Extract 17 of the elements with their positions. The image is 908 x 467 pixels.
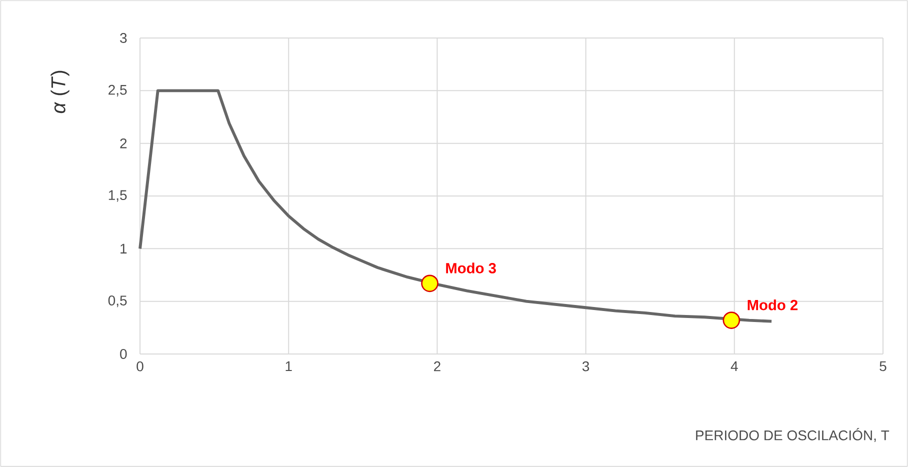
y-tick-label: 2 <box>120 138 127 148</box>
y-axis-title: α (T) <box>50 70 70 114</box>
x-tick-label: 2 <box>434 361 440 372</box>
y-tick-label: 0,5 <box>108 296 127 308</box>
annotation: Modo 3 <box>446 262 496 274</box>
x-tick-label: 1 <box>286 361 292 371</box>
x-tick-label: 3 <box>582 361 590 372</box>
x-tick-label: 0 <box>136 361 144 372</box>
annotation: Modo 2 <box>748 299 798 310</box>
x-tick-label: 4 <box>730 361 738 371</box>
y-tick-label: 3 <box>120 33 127 43</box>
y-tick-label: 1 <box>120 244 127 254</box>
y-tick-label: 2,5 <box>108 84 127 96</box>
y-tick-label: 0 <box>120 349 127 359</box>
y-tick-label: 1,5 <box>108 190 127 202</box>
x-axis-title: PERIODO DE OSCILACIÓN, T <box>696 428 890 442</box>
x-tick-label: 5 <box>880 361 886 372</box>
